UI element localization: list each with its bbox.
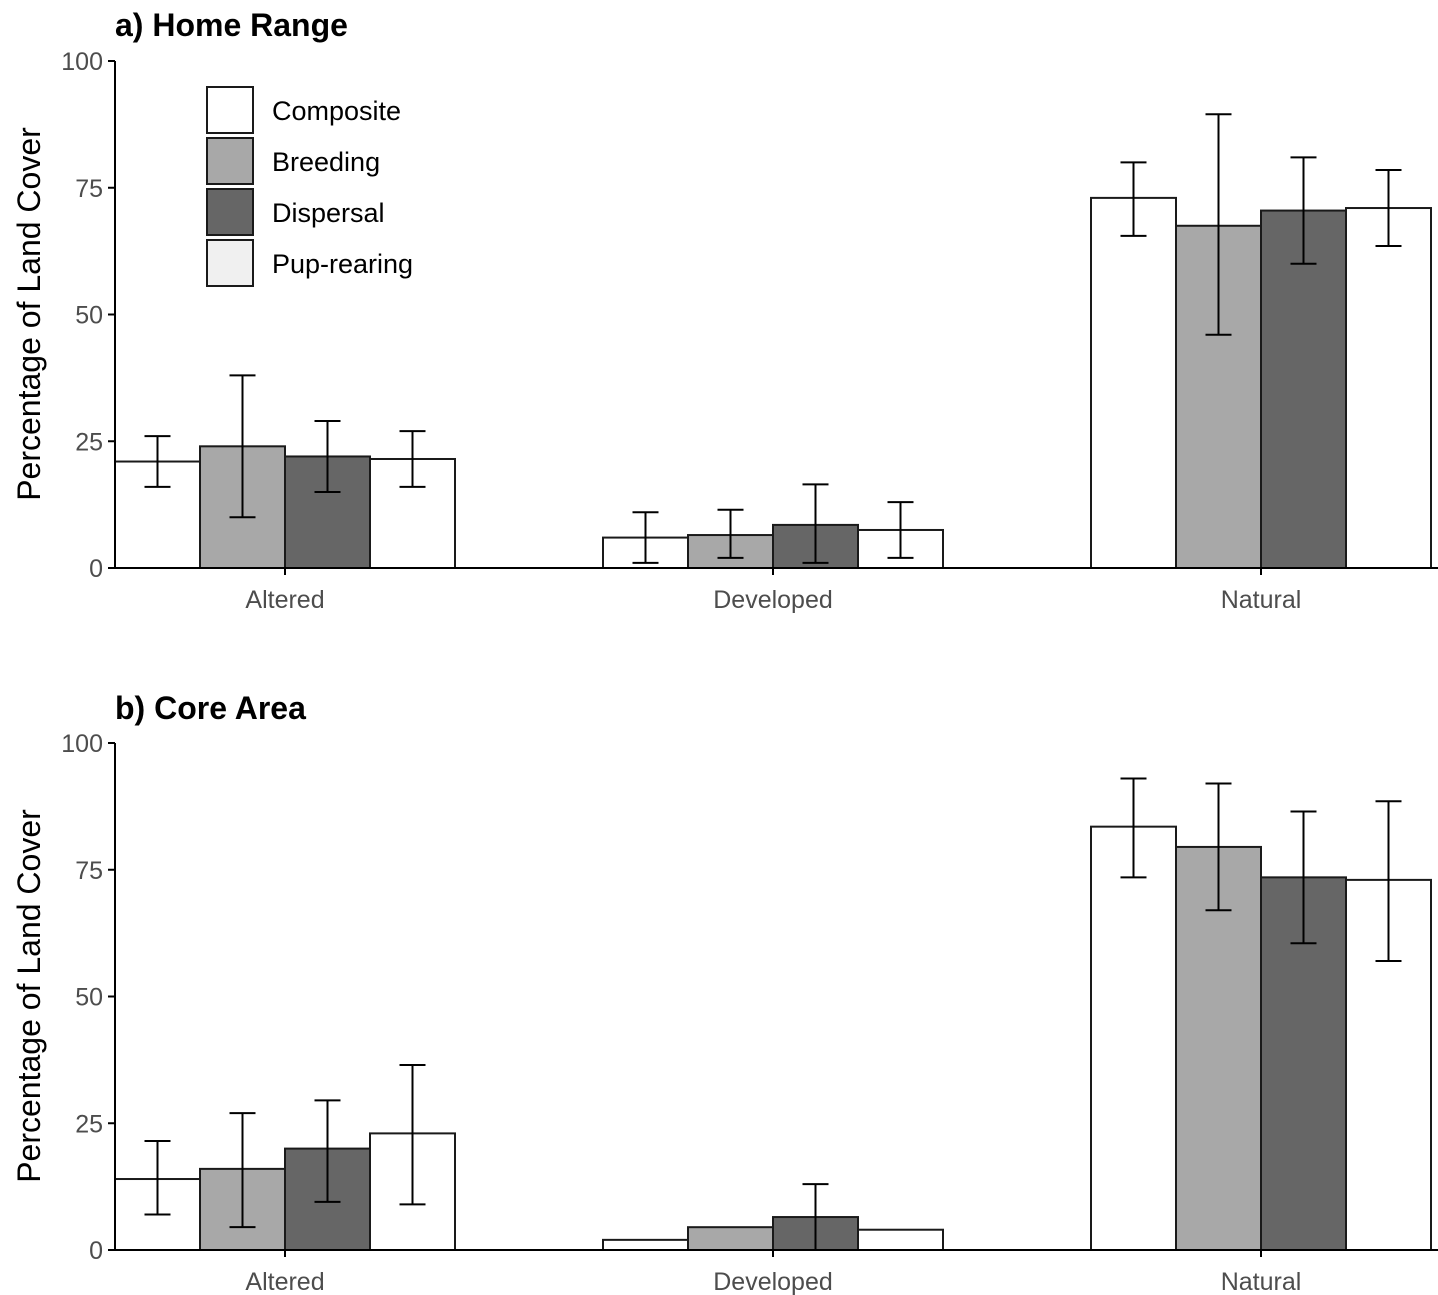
y-tick-label: 100 [61,48,103,76]
legend-swatch [206,239,254,287]
legend-swatch [206,137,254,185]
y-tick-label: 100 [61,730,103,758]
y-tick-label: 25 [75,1110,103,1138]
y-tick-label: 75 [75,175,103,203]
x-tick-label: Developed [713,586,833,614]
x-tick-label: Developed [713,1268,833,1295]
legend: Composite Breeding Dispersal Pup-rearing [206,86,413,287]
chart-panel-b: b) Core Area Percentage of Land Cover 0 25 5… [11,690,1438,1295]
legend-label: Dispersal [272,198,385,228]
bar [602,1238,689,1251]
bar [687,1226,774,1252]
x-tick-label: Natural [1221,586,1302,614]
y-tick-label: 50 [75,984,103,1012]
bar [857,1228,944,1251]
y-tick-label: 50 [75,302,103,330]
bar [1345,207,1432,569]
x-tick-label: Altered [245,586,324,614]
panel-title: a) Home Range [115,7,348,43]
legend-label: Pup-rearing [272,249,413,279]
legend-label: Breeding [272,147,380,177]
chart-panel-a: a) Home Range Percentage of Land Cover 0 25… [11,7,1438,614]
x-tick-label: Altered [245,1268,324,1295]
x-tick-label: Natural [1221,1268,1302,1295]
y-axis-label: Percentage of Land Cover [11,127,47,501]
y-tick-label: 0 [89,555,103,583]
legend-label: Composite [272,96,401,126]
panel-title: b) Core Area [115,690,306,726]
bar [1090,196,1177,569]
y-axis-label: Percentage of Land Cover [11,809,47,1183]
y-tick-label: 25 [75,428,103,456]
bar [1090,825,1177,1252]
y-tick-label: 0 [89,1237,103,1265]
legend-swatch [206,86,254,134]
legend-swatch [206,188,254,236]
y-tick-label: 75 [75,857,103,885]
